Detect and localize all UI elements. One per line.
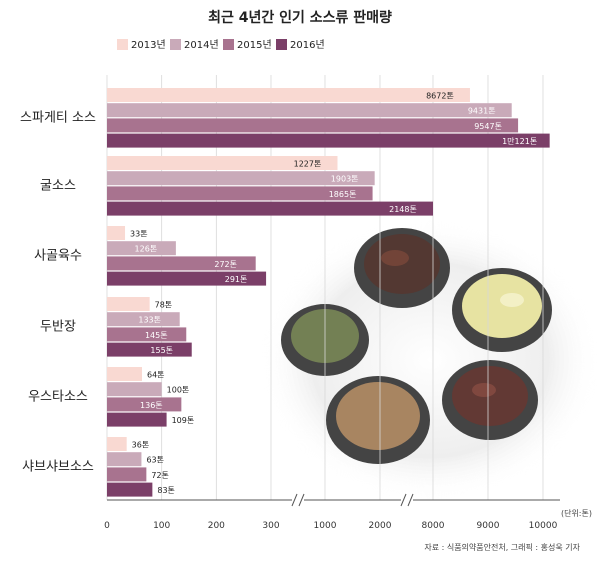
x-tick-label: 0 [104, 521, 110, 531]
bar-value-label: 133톤 [138, 316, 161, 325]
axis-break-gap [401, 494, 413, 506]
bar-value-label: 78톤 [155, 301, 173, 310]
bar [107, 397, 182, 412]
bar-value-label: 8672톤 [426, 92, 454, 101]
bar-value-label: 33톤 [130, 230, 148, 239]
bar [107, 156, 338, 170]
legend-swatch [276, 39, 287, 50]
bar [107, 171, 375, 186]
bar-value-label: 1903톤 [331, 175, 359, 184]
bar [107, 342, 192, 357]
category-label: 샤브샤브소스 [22, 459, 94, 474]
x-tick-label: 9000 [477, 521, 500, 531]
pot-icon [354, 228, 450, 308]
pot-icon [452, 268, 552, 352]
bar-value-label: 1만121톤 [502, 137, 537, 146]
legend-label: 2013년 [131, 39, 166, 51]
bar [107, 412, 167, 427]
x-tick-label: 2000 [369, 521, 392, 531]
bar-value-label: 9431톤 [468, 107, 496, 116]
bar-value-label: 145톤 [145, 331, 168, 340]
pot-icon [326, 376, 430, 464]
bar [107, 226, 126, 240]
bar-value-label: 272톤 [214, 260, 237, 269]
bar-value-label: 9547톤 [474, 122, 502, 131]
source-note: 자료 : 식품의약품안전처, 그래픽 : 홍성욱 기자 [424, 542, 580, 552]
sauce-pots-photo [260, 220, 600, 500]
bar [107, 133, 550, 148]
x-tick-label: 300 [262, 521, 279, 531]
unit-label: (단위:톤) [561, 508, 592, 518]
axis-break-mark [298, 493, 305, 507]
category-label: 두반장 [40, 319, 76, 334]
bar [107, 467, 147, 482]
axis-break-mark [291, 493, 298, 507]
bar [107, 312, 180, 327]
legend-label: 2016년 [290, 39, 325, 51]
category-label: 굴소스 [40, 178, 76, 193]
bar-value-label: 126톤 [135, 245, 158, 254]
bar [107, 437, 127, 451]
x-tick-label: 100 [153, 521, 170, 531]
bar-value-label: 2148톤 [389, 205, 417, 214]
x-tick-label: 1000 [314, 521, 337, 531]
axis-break-gap [292, 494, 304, 506]
bar [107, 256, 256, 271]
pot-icon [442, 360, 538, 440]
category-label: 사골육수 [34, 248, 82, 263]
bar-value-label: 64톤 [147, 371, 165, 380]
bar-value-label: 72톤 [151, 471, 169, 480]
bar [107, 452, 142, 467]
chart-title: 최근 4년간 인기 소스류 판매량 [208, 9, 392, 26]
bar-value-label: 136톤 [140, 401, 163, 410]
bar [107, 482, 153, 497]
bar [107, 297, 150, 311]
category-label: 스파게티 소스 [20, 110, 96, 125]
bar-value-label: 291톤 [225, 275, 248, 284]
category-label: 우스타소스 [28, 389, 88, 404]
axis-break-mark [407, 493, 414, 507]
legend-swatch [117, 39, 128, 50]
bar [107, 88, 470, 102]
bar-value-label: 155톤 [150, 346, 173, 355]
bar-value-label: 83톤 [157, 486, 175, 495]
legend-swatch [223, 39, 234, 50]
x-tick-label: 200 [208, 521, 225, 531]
x-tick-label: 10000 [529, 521, 558, 531]
legend: 2013년 2014년 2015년 2016년 [117, 39, 325, 51]
bar [107, 103, 512, 118]
bar [107, 271, 267, 286]
bar [107, 327, 187, 342]
x-tick-label: 8000 [422, 521, 445, 531]
bar-value-label: 63톤 [146, 456, 164, 465]
legend-label: 2014년 [184, 39, 219, 51]
bar-value-label: 1227톤 [294, 160, 322, 169]
bar [107, 382, 162, 397]
bar [107, 201, 433, 216]
legend-swatch [170, 39, 181, 50]
bar-value-label: 100톤 [167, 386, 190, 395]
bar-value-label: 36톤 [132, 441, 150, 450]
bar [107, 118, 519, 133]
axis-break-mark [400, 493, 407, 507]
bar [107, 186, 373, 201]
bar [107, 241, 176, 256]
x-axis: 0 100 200 300 1000 2000 8000 9000 10000 [104, 493, 560, 531]
legend-label: 2015년 [237, 39, 272, 51]
bar [107, 367, 142, 381]
bar-value-label: 109톤 [172, 416, 195, 425]
bar-value-label: 1865톤 [329, 190, 357, 199]
